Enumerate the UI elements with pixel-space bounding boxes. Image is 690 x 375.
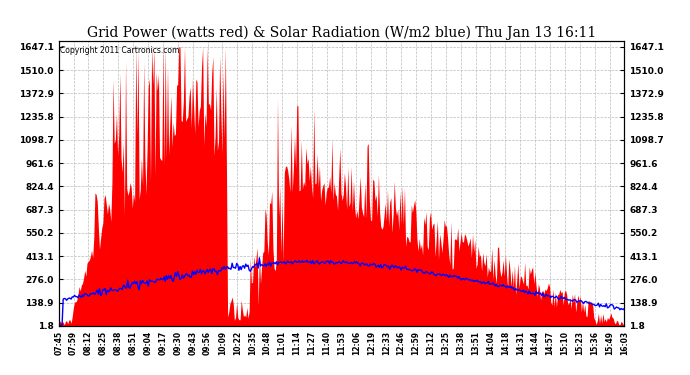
Text: Copyright 2011 Cartronics.com: Copyright 2011 Cartronics.com [60, 45, 179, 54]
Title: Grid Power (watts red) & Solar Radiation (W/m2 blue) Thu Jan 13 16:11: Grid Power (watts red) & Solar Radiation… [87, 26, 596, 40]
